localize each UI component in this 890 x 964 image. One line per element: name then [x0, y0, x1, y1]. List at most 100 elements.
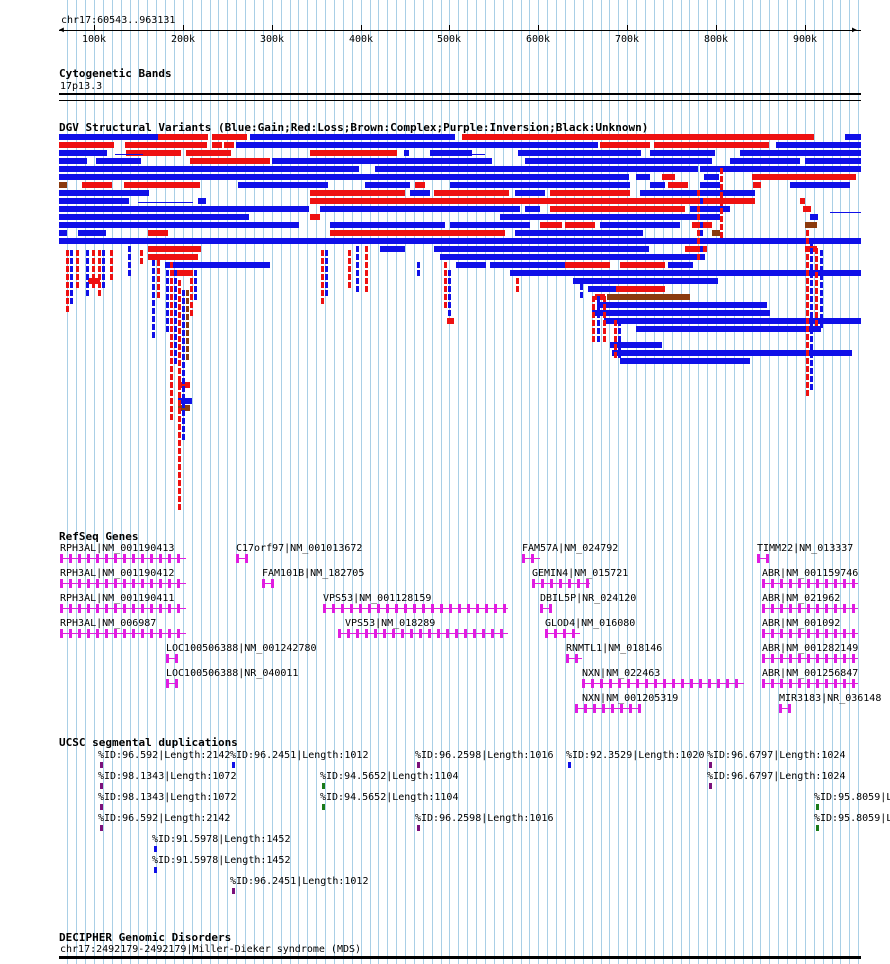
dgv-variant-bar[interactable] [178, 480, 181, 486]
gene-label[interactable]: RNMTL1|NM_018146 [566, 643, 663, 654]
dgv-variant-bar[interactable] [565, 222, 595, 228]
dgv-variant-bar[interactable] [70, 290, 73, 296]
dgv-variant-bar[interactable] [170, 406, 173, 412]
dgv-variant-bar[interactable] [182, 298, 185, 304]
dgv-variant-bar[interactable] [365, 246, 368, 252]
dgv-variant-bar[interactable] [348, 250, 351, 256]
dgv-variant-bar[interactable] [365, 270, 368, 276]
dgv-variant-bar[interactable] [806, 254, 809, 260]
dgv-variant-bar[interactable] [776, 142, 861, 148]
segdup-feature[interactable] [568, 762, 571, 768]
dgv-variant-bar[interactable] [182, 370, 185, 376]
dgv-variant-bar[interactable] [174, 350, 177, 356]
dgv-variant-bar[interactable] [810, 256, 813, 262]
dgv-variant-bar[interactable] [810, 376, 813, 382]
gene-label[interactable]: RPH3AL|NM_006987 [60, 618, 157, 629]
dgv-variant-bar[interactable] [182, 386, 185, 392]
dgv-variant-bar[interactable] [806, 238, 809, 244]
dgv-variant-bar[interactable] [178, 504, 181, 510]
dgv-variant-bar[interactable] [618, 344, 621, 350]
dgv-variant-bar[interactable] [174, 318, 177, 324]
decipher-feature-label[interactable]: chr17:2492179-2492179|Miller-Dieker synd… [60, 944, 362, 955]
dgv-variant-bar[interactable] [462, 134, 814, 140]
dgv-variant-bar[interactable] [70, 298, 73, 304]
gene-model[interactable] [540, 608, 552, 609]
gene-label[interactable]: RPH3AL|NM_001190413 [60, 543, 175, 554]
dgv-variant-bar[interactable] [174, 358, 177, 364]
dgv-variant-bar[interactable] [178, 352, 181, 358]
dgv-variant-bar[interactable] [126, 150, 181, 156]
dgv-variant-bar[interactable] [178, 416, 181, 422]
dgv-variant-bar[interactable] [810, 336, 813, 342]
dgv-variant-bar[interactable] [434, 246, 649, 252]
segdup-label[interactable]: %ID:91.5978|Length:1452 [152, 855, 291, 866]
dgv-variant-bar[interactable] [178, 456, 181, 462]
dgv-variant-bar[interactable] [212, 142, 222, 148]
dgv-variant-bar[interactable] [59, 134, 121, 140]
dgv-variant-bar[interactable] [444, 278, 447, 284]
dgv-variant-bar[interactable] [178, 368, 181, 374]
dgv-variant-bar[interactable] [59, 206, 309, 212]
gene-label[interactable]: MIR3183|NR_036148 [779, 693, 882, 704]
dgv-variant-bar[interactable] [190, 302, 193, 308]
gene-label[interactable]: ABR|NM_021962 [762, 593, 841, 604]
dgv-variant-bar[interactable] [66, 258, 69, 264]
dgv-variant-bar[interactable] [540, 222, 562, 228]
segdup-label[interactable]: %ID:96.592|Length:2142 [98, 813, 231, 824]
dgv-variant-bar[interactable] [620, 262, 665, 268]
dgv-variant-bar[interactable] [700, 222, 703, 228]
segdup-feature[interactable] [322, 783, 325, 789]
dgv-variant-bar[interactable] [166, 286, 169, 292]
dgv-variant-bar[interactable] [186, 322, 189, 328]
gene-model[interactable] [575, 708, 640, 709]
segdup-feature[interactable] [417, 762, 420, 768]
dgv-variant-bar[interactable] [516, 286, 519, 292]
dgv-variant-bar[interactable] [325, 250, 328, 256]
dgv-variant-bar[interactable] [102, 258, 105, 264]
gene-model[interactable] [262, 583, 272, 584]
dgv-variant-bar[interactable] [182, 394, 185, 400]
dgv-variant-bar[interactable] [697, 238, 700, 244]
dgv-variant-bar[interactable] [178, 400, 181, 406]
dgv-variant-bar[interactable] [170, 342, 173, 348]
dgv-variant-bar[interactable] [450, 222, 530, 228]
dgv-variant-bar[interactable] [720, 200, 723, 206]
dgv-variant-bar[interactable] [597, 304, 600, 310]
dgv-variant-bar[interactable] [525, 206, 540, 212]
dgv-variant-bar[interactable] [170, 270, 173, 276]
dgv-variant-bar[interactable] [500, 214, 720, 220]
dgv-variant-bar[interactable] [365, 286, 368, 292]
dgv-variant-bar[interactable] [662, 174, 675, 180]
segdup-label[interactable]: %ID:94.5652|Length:1104 [320, 771, 459, 782]
dgv-variant-bar[interactable] [845, 134, 861, 140]
track-title-dgv[interactable]: DGV Structural Variants (Blue:Gain;Red:L… [59, 121, 649, 134]
dgv-variant-bar[interactable] [806, 262, 809, 268]
dgv-variant-bar[interactable] [59, 190, 149, 196]
dgv-variant-bar[interactable] [325, 274, 328, 280]
segdup-feature[interactable] [816, 804, 819, 810]
dgv-variant-bar[interactable] [76, 266, 79, 272]
segdup-feature[interactable] [232, 762, 235, 768]
dgv-variant-bar[interactable] [166, 262, 169, 268]
dgv-variant-bar[interactable] [545, 262, 565, 268]
dgv-variant-bar[interactable] [516, 278, 519, 284]
dgv-variant-bar[interactable] [166, 310, 169, 316]
gene-model[interactable] [566, 658, 582, 659]
dgv-variant-bar[interactable] [607, 294, 690, 300]
dgv-variant-bar[interactable] [59, 174, 629, 180]
dgv-variant-bar[interactable] [92, 266, 95, 272]
dgv-variant-bar[interactable] [612, 350, 852, 356]
gene-label[interactable]: FAM57A|NM_024792 [522, 543, 619, 554]
dgv-variant-bar[interactable] [59, 214, 249, 220]
dgv-variant-bar[interactable] [152, 316, 155, 322]
dgv-variant-bar[interactable] [182, 418, 185, 424]
dgv-variant-bar[interactable] [444, 302, 447, 308]
dgv-variant-bar[interactable] [650, 150, 715, 156]
dgv-variant-bar[interactable] [620, 358, 750, 364]
dgv-variant-bar[interactable] [166, 302, 169, 308]
dgv-variant-bar[interactable] [152, 292, 155, 298]
dgv-variant-bar[interactable] [178, 488, 181, 494]
gene-model[interactable] [762, 583, 858, 584]
dgv-variant-bar[interactable] [752, 174, 856, 180]
dgv-variant-bar[interactable] [618, 328, 621, 334]
